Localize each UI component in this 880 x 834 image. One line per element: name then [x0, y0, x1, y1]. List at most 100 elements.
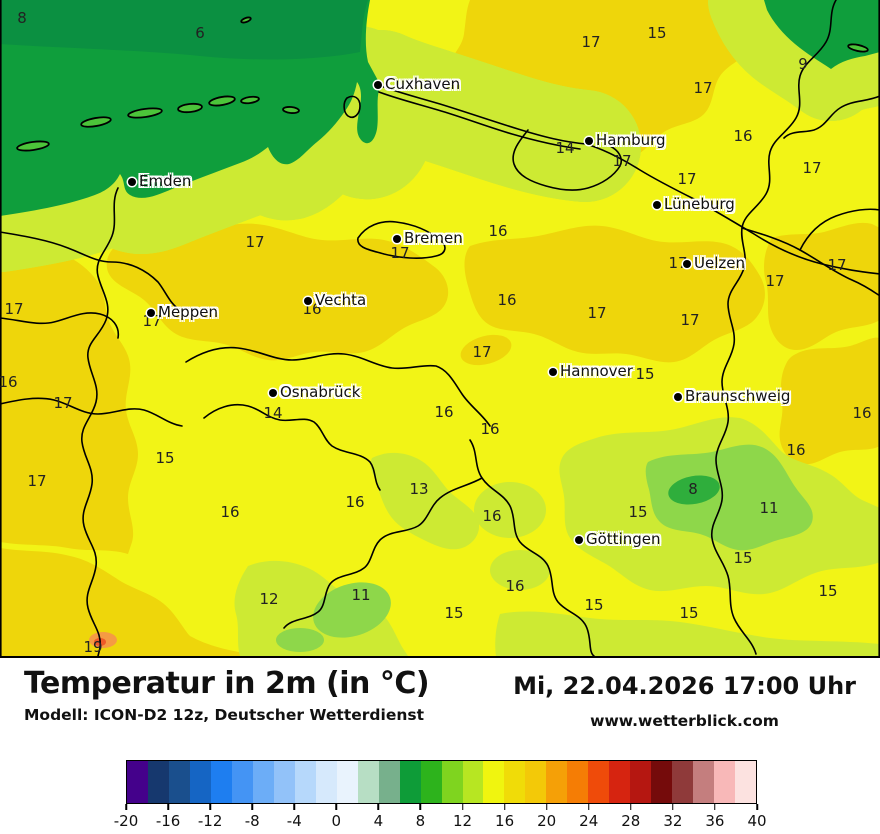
colorbar-tick-value: -4: [286, 812, 302, 830]
colorbar-tick-value: -8: [244, 812, 260, 830]
colorbar-cell: [252, 761, 274, 803]
colorbar-tick-value: 12: [452, 812, 473, 830]
temperature-colorbar: [126, 760, 757, 804]
colorbar-tick-value: 0: [331, 812, 342, 830]
colorbar-cell: [504, 761, 526, 803]
city-dot-icon: [653, 201, 661, 209]
city-dot-icon: [575, 536, 583, 544]
colorbar-tick-mark: [419, 804, 422, 810]
city-dot-icon: [549, 368, 557, 376]
city-name-label: Bremen: [404, 229, 463, 247]
colorbar-cell: [693, 761, 715, 803]
website-url: www.wetterblick.com: [590, 712, 779, 730]
colorbar-tick-mark: [461, 804, 464, 810]
colorbar-tick-mark: [251, 804, 253, 810]
model-subtitle: Modell: ICON-D2 12z, Deutscher Wetterdie…: [24, 706, 424, 724]
colorbar-cell: [462, 761, 484, 803]
colorbar-tick-value: 16: [495, 812, 515, 830]
city-name-label: Hamburg: [596, 131, 666, 149]
colorbar-tick-mark: [587, 804, 590, 810]
city-name-label: Göttingen: [586, 530, 661, 548]
valid-datetime: Mi, 22.04.2026 17:00 Uhr: [513, 672, 856, 700]
colorbar-cell: [441, 761, 463, 803]
colorbar-tick-value: -12: [197, 812, 223, 830]
colorbar-cell: [567, 761, 589, 803]
warm-gold-regions: [0, 0, 880, 656]
colorbar-cell: [399, 761, 421, 803]
city-dot-icon: [674, 393, 682, 401]
map-terrain: [0, 0, 880, 656]
colorbar-tick-value: 28: [621, 812, 641, 830]
city-dot-icon: [147, 309, 155, 317]
colorbar-cell: [630, 761, 652, 803]
colorbar-tick-value: 4: [373, 812, 384, 830]
colorbar-tick-mark: [672, 804, 674, 810]
colorbar-tick-value: 8: [415, 812, 426, 830]
city-dot-icon: [269, 389, 277, 397]
city-name-label: Lüneburg: [664, 195, 735, 213]
colorbar-tick-mark: [756, 804, 758, 810]
colorbar-tick-value: -20: [113, 812, 139, 830]
colorbar-tick-value: 24: [579, 812, 599, 830]
colorbar-cell: [273, 761, 295, 803]
colorbar-cell: [357, 761, 379, 803]
colorbar-tick-value: 20: [537, 812, 557, 830]
colorbar-cell: [546, 761, 568, 803]
city-dot-icon: [585, 137, 593, 145]
colorbar-cell: [147, 761, 169, 803]
colorbar-cell: [210, 761, 232, 803]
colorbar-cell: [525, 761, 547, 803]
colorbar-tick-mark: [167, 804, 169, 810]
city-dot-icon: [374, 81, 382, 89]
colorbar-cell: [420, 761, 442, 803]
city-name-label: Meppen: [158, 303, 218, 321]
colorbar-cell: [336, 761, 358, 803]
colorbar-tick-mark: [714, 804, 716, 810]
colorbar-tick-mark: [503, 804, 506, 810]
page-title: Temperatur in 2m (in °C): [24, 666, 430, 701]
temperature-map: 8 6 15 17 9 17 16 14 17 17 17 16 17 17 17 17 17 16 17 16 17 1…: [0, 0, 880, 658]
colorbar-tick-value: 32: [663, 812, 683, 830]
colorbar-tick-labels: -20 -16 -12 -8 -4 0 4 8 12 16 20 24 28 32 36 40: [114, 804, 767, 834]
colorbar-cell: [231, 761, 253, 803]
colorbar-tick-value: 36: [705, 812, 725, 830]
colorbar-cell: [588, 761, 610, 803]
city-dot-icon: [683, 260, 691, 268]
city-name-label: Vechta: [315, 291, 367, 309]
city-name-label: Uelzen: [694, 254, 745, 272]
colorbar-cell: [294, 761, 316, 803]
colorbar-cell: [189, 761, 211, 803]
footer-right-column: Mi, 22.04.2026 17:00 Uhr www.wetterblick…: [513, 672, 856, 730]
cool-green-regions: [89, 417, 880, 656]
colorbar-tick-mark: [545, 804, 548, 810]
colorbar-tick-mark: [377, 804, 380, 810]
colorbar-cell: [609, 761, 631, 803]
colorbar-tick-mark: [125, 804, 127, 810]
colorbar-cell: [651, 761, 673, 803]
city-name-label: Osnabrück: [280, 383, 361, 401]
colorbar-tick-mark: [293, 804, 296, 810]
city-dot-icon: [128, 178, 136, 186]
colorbar-cell: [672, 761, 694, 803]
colorbar-cell: [315, 761, 337, 803]
colorbar-tick-value: -16: [155, 812, 181, 830]
colorbar-tick-value: 40: [747, 812, 767, 830]
borders-and-rivers: [0, 0, 880, 656]
city-dot-icon: [304, 297, 312, 305]
colorbar-tick-mark: [335, 804, 338, 810]
colorbar-cell: [483, 761, 505, 803]
city-name-label: Emden: [139, 172, 192, 190]
colorbar-cell: [714, 761, 736, 803]
colorbar-cell: [735, 761, 757, 803]
map-footer: Temperatur in 2m (in °C) Modell: ICON-D2…: [0, 658, 880, 830]
colorbar-tick-mark: [630, 804, 632, 810]
city-dot-icon: [393, 235, 401, 243]
colorbar-cell: [378, 761, 400, 803]
colorbar-cell: [127, 761, 148, 803]
colorbar-tick-mark: [209, 804, 211, 810]
wadden-islands: [16, 16, 869, 152]
city-name-label: Cuxhaven: [385, 75, 461, 93]
city-name-label: Braunschweig: [685, 387, 791, 405]
colorbar-cell: [168, 761, 190, 803]
